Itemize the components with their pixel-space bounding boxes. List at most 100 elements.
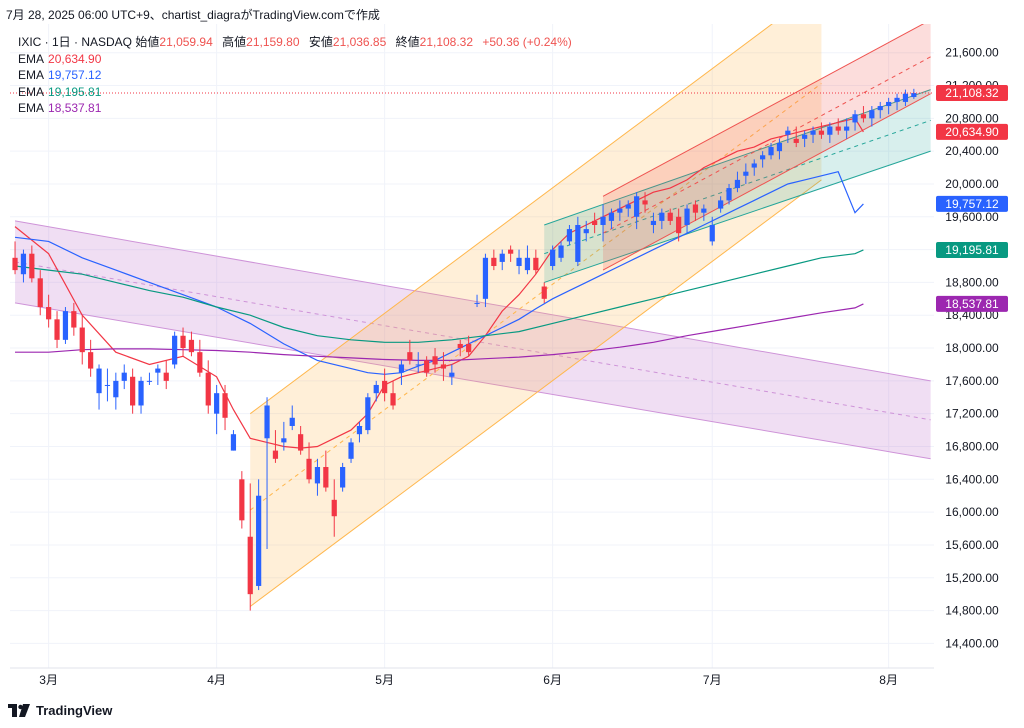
candle [96,364,102,410]
candle-body [482,257,489,299]
candle [886,97,892,115]
candle [289,405,295,431]
channel-upper-green [544,89,931,226]
candle [491,249,497,271]
candle [130,368,136,414]
candle [104,368,111,402]
candle [230,430,237,451]
candle-body [214,393,220,414]
candle [533,249,539,275]
candle [768,142,774,160]
candle-body [424,360,430,373]
candle [760,151,766,168]
candle-body [46,307,52,320]
candle-body [852,114,858,123]
channel-upper-orange [249,24,773,415]
candle [692,200,699,221]
candle-body [390,393,396,406]
ohlc-change: +50.36 (+0.24%) [482,35,572,49]
candle [214,384,220,435]
candle-body [314,467,321,484]
price-tag-label: 20,634.90 [945,125,999,139]
candle-body [877,106,883,111]
candle [659,208,665,230]
legend-ema-2[interactable]: EMA 19,757.12 [18,67,578,84]
candle-body [466,343,472,353]
candle-body [718,200,724,209]
ema-lines [14,117,864,449]
candle [726,183,732,205]
candle-body [365,397,371,431]
candle-body [79,327,85,353]
candle-body [323,467,329,488]
candle [382,368,388,402]
y-tick-label: 16,000.00 [945,505,999,519]
candle [424,356,430,377]
candle [877,101,883,119]
candle [827,122,833,143]
candle-body [96,368,102,394]
candle [776,138,783,160]
candle-body [29,253,35,279]
tradingview-brand[interactable]: TradingView [8,703,112,718]
x-tick-label: 8月 [879,673,898,687]
x-tick-label: 3月 [39,673,58,687]
candle-body [844,126,850,131]
candle [474,294,480,308]
time-axis[interactable]: 3月 4月 5月 6月 7月 8月 [10,667,934,687]
x-tick-label: 6月 [543,673,562,687]
candle-body [281,438,287,443]
candle-body [188,339,195,353]
candle-body [886,101,892,107]
candle [88,339,94,377]
legend-ema-4[interactable]: EMA 18,537.81 [18,100,578,117]
candle-body [172,335,178,365]
candle-body [583,229,589,234]
candle-body [516,257,522,267]
candle-body [524,257,531,271]
candle [499,249,505,271]
candle [558,241,564,262]
legend-ema-3[interactable]: EMA 19,195.81 [18,84,578,101]
candle [356,421,363,443]
candle-body [130,376,136,406]
channel-lower-purple [14,302,931,460]
candle [634,192,640,230]
price-axis[interactable]: 14,400.00 14,800.00 15,200.00 15,600.00 16,0… [945,46,999,651]
channel-lower-green [544,150,931,283]
candle [701,204,707,221]
candle [709,216,715,246]
candle [743,163,749,184]
legend-ema-1[interactable]: EMA 20,634.90 [18,51,578,68]
candle-body [62,311,69,340]
candle [222,384,228,431]
candle [197,339,203,377]
ohlc-close-key: 終値 [395,35,420,49]
candle-body [205,372,211,406]
candle [440,352,447,381]
price-tag-label: 19,195.81 [945,243,999,257]
candle [852,110,858,131]
candle-body [37,278,43,308]
channel-upper-red [602,24,925,197]
candle [29,245,35,283]
candle [256,479,262,591]
candle-body [634,196,640,217]
ohlc-open-key: 始値 [135,35,160,49]
candle [138,376,144,414]
y-tick-label: 15,600.00 [945,538,999,552]
price-tag-box [936,195,1008,212]
candle-body [230,434,237,451]
candle [46,294,52,328]
candle-body [432,356,438,365]
legend-ohlc-row[interactable]: IXIC · 1日 · NASDAQ 始値21,059.94 高値21,159.… [18,34,578,51]
candle-body [726,188,732,201]
ohlc-low-key: 安値 [308,35,333,49]
candle-body [239,479,245,521]
ema-value: 20,634.90 [48,51,102,66]
candle [180,327,186,357]
candle-body [592,220,598,225]
candle-body [734,179,741,189]
candle-body [608,212,615,221]
